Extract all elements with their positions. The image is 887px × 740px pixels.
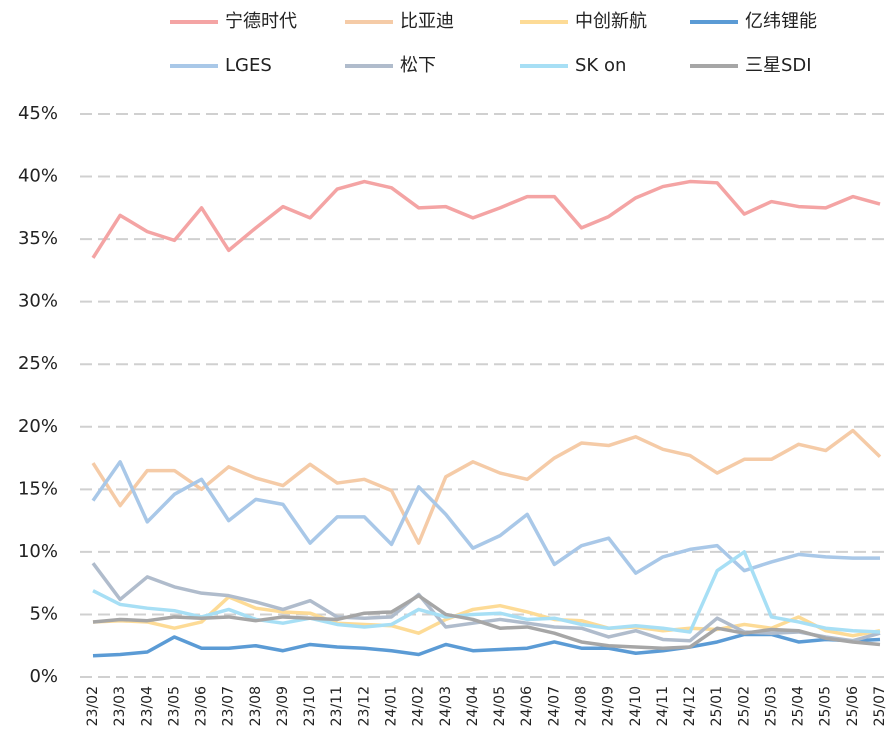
x-tick-label: 24/07 [546,686,562,726]
legend-label: SK on [575,55,626,76]
y-tick-label: 5% [29,603,58,624]
series-line [92,632,881,658]
x-tick-label: 23/07 [221,686,237,726]
y-tick-label: 15% [18,478,58,499]
series-line [92,595,881,638]
y-tick-label: 35% [18,228,58,249]
y-tick-label: 20% [18,416,58,437]
x-tick-label: 25/05 [818,686,834,726]
x-tick-label: 25/02 [736,686,752,726]
x-tick-label: 24/08 [573,686,589,726]
legend-label: 比亚迪 [400,11,454,32]
x-tick-label: 23/04 [139,686,155,726]
y-tick-label: 40% [18,166,58,187]
x-tick-label: 23/08 [248,686,264,726]
x-tick-label: 23/09 [275,686,291,726]
legend-label: 中创新航 [575,11,647,32]
x-tick-label: 25/04 [791,686,807,726]
y-tick-label: 0% [29,666,58,687]
x-tick-label: 24/05 [492,686,508,726]
x-tick-label: 25/01 [709,686,725,726]
legend-label: LGES [225,55,272,76]
x-tick-label: 23/12 [356,686,372,726]
x-tick-label: 25/03 [763,686,779,726]
series-line [92,550,881,634]
x-tick-label: 24/10 [628,686,644,726]
x-tick-label: 24/11 [655,686,671,726]
x-tick-label: 24/09 [601,686,617,726]
legend-label: 宁德时代 [225,11,297,32]
x-tick-label: 25/06 [845,686,861,726]
x-tick-label: 23/02 [85,686,101,726]
y-tick-label: 10% [18,541,58,562]
y-tick-label: 25% [18,353,58,374]
y-tick-label: 30% [18,291,58,312]
x-tick-label: 25/07 [872,686,887,726]
x-tick-label: 24/01 [384,686,400,726]
x-tick-label: 24/12 [682,686,698,726]
x-tick-label: 23/10 [302,686,318,726]
legend-label: 亿纬锂能 [745,11,817,32]
x-tick-label: 24/04 [465,686,481,726]
series-line [91,460,880,575]
series-line [91,179,881,259]
x-tick-label: 24/06 [519,686,535,726]
x-tick-label: 24/02 [411,686,427,726]
x-tick-label: 23/03 [112,686,128,726]
x-tick-label: 23/11 [329,686,345,726]
legend-label: 松下 [400,55,436,76]
x-tick-label: 23/05 [166,686,182,726]
series-line [92,593,881,650]
x-tick-label: 24/03 [438,686,454,726]
legend-label: 三星SDI [745,55,812,76]
y-tick-label: 45% [18,103,58,124]
x-tick-label: 23/06 [194,686,210,726]
series-line [91,428,882,545]
